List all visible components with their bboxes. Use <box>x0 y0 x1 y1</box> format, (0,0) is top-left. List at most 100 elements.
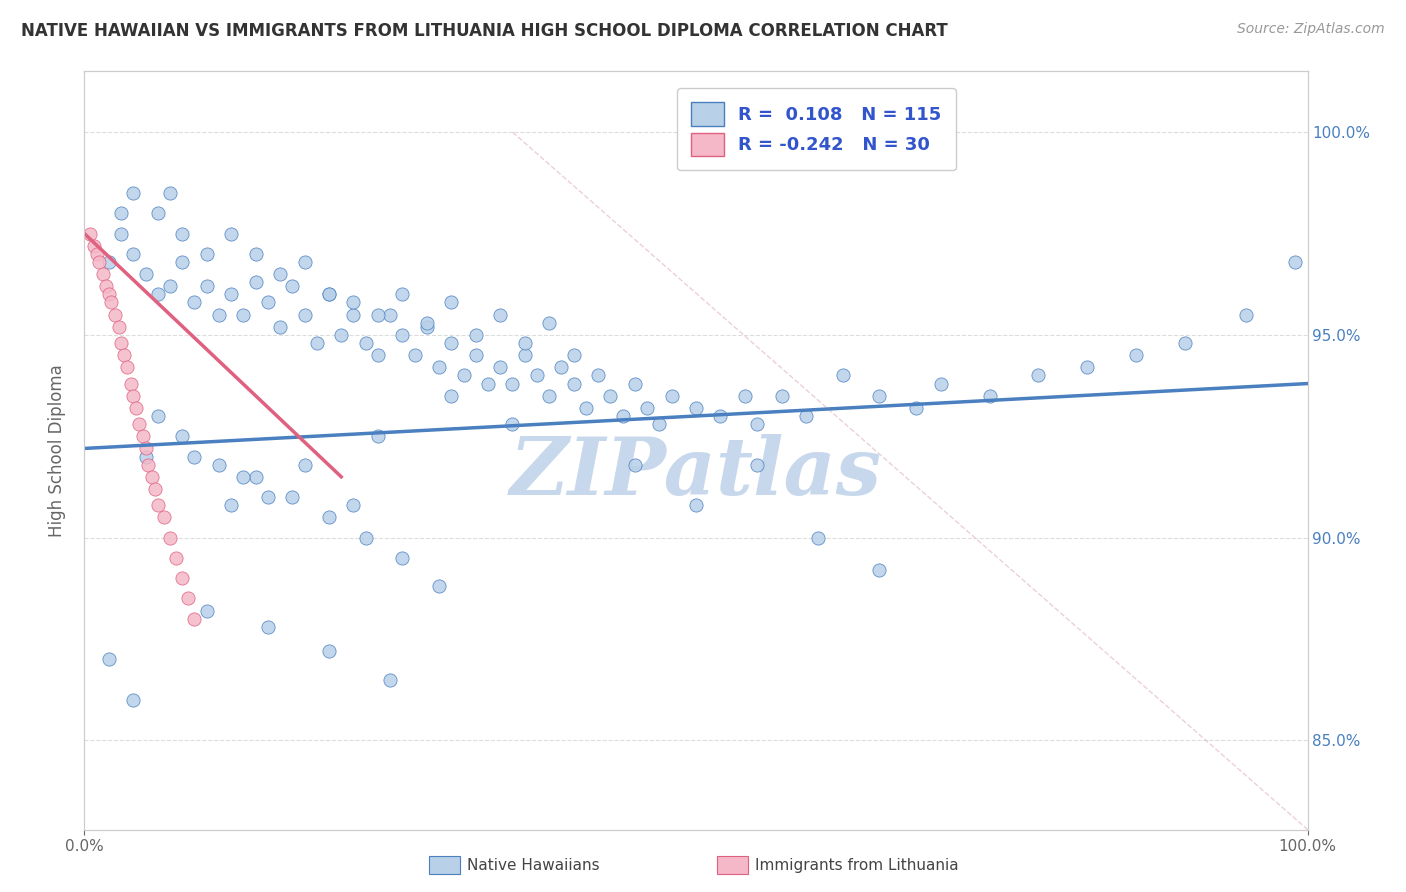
Text: ZIPatlas: ZIPatlas <box>510 434 882 512</box>
Point <box>91 267 114 281</box>
Point <box>979 389 1001 403</box>
Point <box>354 531 377 545</box>
Point <box>146 498 169 512</box>
Point <box>219 227 242 241</box>
Point <box>135 450 157 464</box>
Point <box>685 401 707 415</box>
Point <box>477 376 499 391</box>
Point <box>929 376 952 391</box>
Point <box>318 510 340 524</box>
Text: Immigrants from Lithuania: Immigrants from Lithuania <box>755 858 959 872</box>
Point <box>330 327 353 342</box>
Point <box>208 308 231 322</box>
Point <box>141 470 163 484</box>
Point <box>526 368 548 383</box>
Point <box>550 360 572 375</box>
Point <box>416 316 439 330</box>
Point <box>464 348 486 362</box>
Point <box>146 287 169 301</box>
Point <box>195 279 218 293</box>
Point <box>599 389 621 403</box>
Point <box>318 855 340 869</box>
Point <box>427 579 450 593</box>
Point <box>464 327 486 342</box>
Point <box>685 498 707 512</box>
Point <box>294 458 316 472</box>
Legend: R =  0.108   N = 115, R = -0.242   N = 30: R = 0.108 N = 115, R = -0.242 N = 30 <box>676 88 956 170</box>
Point <box>440 295 463 310</box>
Point <box>367 348 389 362</box>
Point <box>342 498 364 512</box>
Point <box>367 308 389 322</box>
Point <box>869 563 891 577</box>
Point <box>513 336 536 351</box>
Point <box>281 279 304 293</box>
Point <box>502 376 524 391</box>
Point <box>575 401 598 415</box>
Point <box>636 401 658 415</box>
Point <box>624 458 647 472</box>
Point <box>104 308 127 322</box>
Point <box>427 360 450 375</box>
Point <box>97 652 120 666</box>
Point <box>79 227 101 241</box>
Point <box>219 498 242 512</box>
Point <box>143 482 166 496</box>
Text: Source: ZipAtlas.com: Source: ZipAtlas.com <box>1237 22 1385 37</box>
Point <box>538 389 561 403</box>
Point <box>172 429 194 443</box>
Point <box>110 206 132 220</box>
Point <box>502 417 524 431</box>
Point <box>807 531 830 545</box>
Point <box>831 368 853 383</box>
Point <box>538 316 561 330</box>
Point <box>183 295 205 310</box>
Point <box>318 287 340 301</box>
Point <box>110 336 132 351</box>
Point <box>232 470 254 484</box>
Point <box>245 275 267 289</box>
Point <box>135 442 157 456</box>
Point <box>562 348 585 362</box>
Point <box>159 531 181 545</box>
Point <box>294 308 316 322</box>
Point <box>367 429 389 443</box>
Point <box>107 319 129 334</box>
Point <box>294 255 316 269</box>
Point <box>612 409 634 423</box>
Point <box>87 255 110 269</box>
Point <box>110 227 132 241</box>
Point <box>342 295 364 310</box>
Point <box>172 571 194 585</box>
Point <box>709 409 731 423</box>
Point <box>489 308 512 322</box>
Point <box>135 267 157 281</box>
Point <box>661 389 683 403</box>
Point <box>391 287 413 301</box>
Point <box>125 401 148 415</box>
Point <box>195 604 218 618</box>
Point <box>416 319 439 334</box>
Point <box>122 389 145 403</box>
Point <box>648 417 671 431</box>
Point <box>513 348 536 362</box>
Point <box>83 238 105 252</box>
Point <box>100 295 122 310</box>
Point <box>122 186 145 200</box>
Point <box>219 287 242 301</box>
Point <box>380 673 402 687</box>
Point <box>128 417 150 431</box>
Point <box>1125 348 1147 362</box>
Point <box>747 458 769 472</box>
Text: NATIVE HAWAIIAN VS IMMIGRANTS FROM LITHUANIA HIGH SCHOOL DIPLOMA CORRELATION CHA: NATIVE HAWAIIAN VS IMMIGRANTS FROM LITHU… <box>21 22 948 40</box>
Point <box>257 490 280 504</box>
Point <box>391 327 413 342</box>
Point <box>734 389 756 403</box>
Point <box>453 368 475 383</box>
Point <box>208 458 231 472</box>
Point <box>97 287 120 301</box>
Point <box>380 308 402 322</box>
Point <box>281 490 304 504</box>
Point <box>489 360 512 375</box>
Point <box>770 389 793 403</box>
